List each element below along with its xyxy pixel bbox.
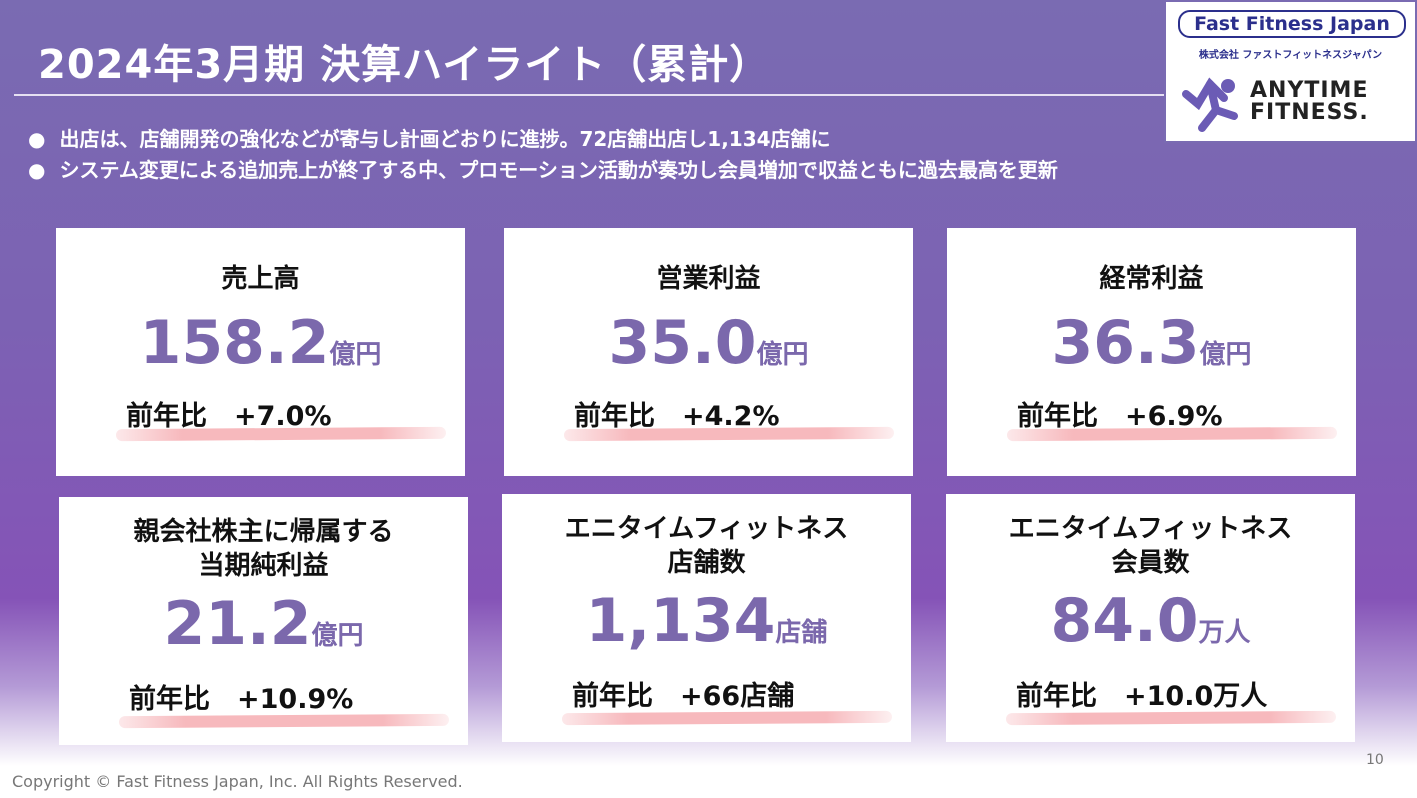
runner-icon <box>1182 77 1238 132</box>
logo-company-en: Fast Fitness Japan <box>1178 10 1406 38</box>
kpi-label: 経常利益 <box>1099 264 1204 294</box>
summary-bullets: 出店は、店舗開発の強化などが寄与し計画どおりに進捗。72店舗出店し1,134店舗… <box>28 124 1058 186</box>
kpi-unit: 億円 <box>756 340 809 370</box>
kpi-yoy: 前年比 +10.9% <box>129 684 354 715</box>
kpi-label: 売上高 <box>221 264 300 294</box>
logo-company-ja: 株式会社 ファストフィットネスジャパン <box>1198 50 1383 61</box>
kpi-card: 親会社株主に帰属する 当期純利益 21.2億円 前年比 +10.9% <box>59 497 468 745</box>
kpi-value-line: 21.2億円 <box>59 589 468 671</box>
kpi-card: 経常利益 36.3億円 前年比 +6.9% <box>947 228 1356 476</box>
kpi-label: 親会社株主に帰属する 当期純利益 <box>133 517 394 581</box>
kpi-yoy: 前年比 +7.0% <box>126 401 332 432</box>
kpi-value: 158.2 <box>139 308 330 378</box>
page-title: 2024年3月期 決算ハイライト（累計） <box>38 42 771 88</box>
kpi-unit: 億円 <box>1199 340 1252 370</box>
kpi-card: エニタイムフィットネス 店舗数 1,134店舗 前年比 +66店舗 <box>502 494 911 742</box>
kpi-value: 35.0 <box>608 308 757 378</box>
title-divider <box>14 94 1164 96</box>
kpi-yoy: 前年比 +66店舗 <box>572 681 795 712</box>
kpi-value-line: 35.0億円 <box>504 308 913 390</box>
kpi-card: 営業利益 35.0億円 前年比 +4.2% <box>504 228 913 476</box>
kpi-unit: 億円 <box>329 340 382 370</box>
kpi-value-line: 158.2億円 <box>56 308 465 390</box>
kpi-value: 1,134 <box>585 586 776 656</box>
kpi-value-line: 84.0万人 <box>946 586 1355 668</box>
kpi-yoy: 前年比 +6.9% <box>1017 401 1223 432</box>
kpi-card: 売上高 158.2億円 前年比 +7.0% <box>56 228 465 476</box>
bullet-item: 出店は、店舗開発の強化などが寄与し計画どおりに進捗。72店舗出店し1,134店舗… <box>28 124 1058 155</box>
copyright: Copyright © Fast Fitness Japan, Inc. All… <box>12 772 463 791</box>
bullet-item: システム変更による追加売上が終了する中、プロモーション活動が奏功し会員増加で収益… <box>28 155 1057 186</box>
kpi-value-line: 1,134店舗 <box>502 586 911 668</box>
logo-brand: ANYTIME FITNESS. <box>1250 78 1369 125</box>
kpi-unit: 億円 <box>311 621 364 651</box>
kpi-unit: 万人 <box>1198 618 1251 648</box>
kpi-card: エニタイムフィットネス 会員数 84.0万人 前年比 +10.0万人 <box>946 494 1355 742</box>
kpi-value: 21.2 <box>163 589 312 659</box>
kpi-yoy: 前年比 +10.0万人 <box>1016 681 1268 712</box>
kpi-value: 36.3 <box>1051 308 1200 378</box>
kpi-label: 営業利益 <box>656 264 761 294</box>
kpi-unit: 店舗 <box>775 618 828 648</box>
page-number: 10 <box>1366 752 1384 768</box>
kpi-value: 84.0 <box>1050 586 1199 656</box>
kpi-value-line: 36.3億円 <box>947 308 1356 390</box>
kpi-label: エニタイムフィットネス 会員数 <box>1008 514 1293 578</box>
company-logo: Fast Fitness Japan 株式会社 ファストフィットネスジャパン A… <box>1164 0 1417 143</box>
kpi-label: エニタイムフィットネス 店舗数 <box>564 514 849 578</box>
kpi-yoy: 前年比 +4.2% <box>574 401 780 432</box>
